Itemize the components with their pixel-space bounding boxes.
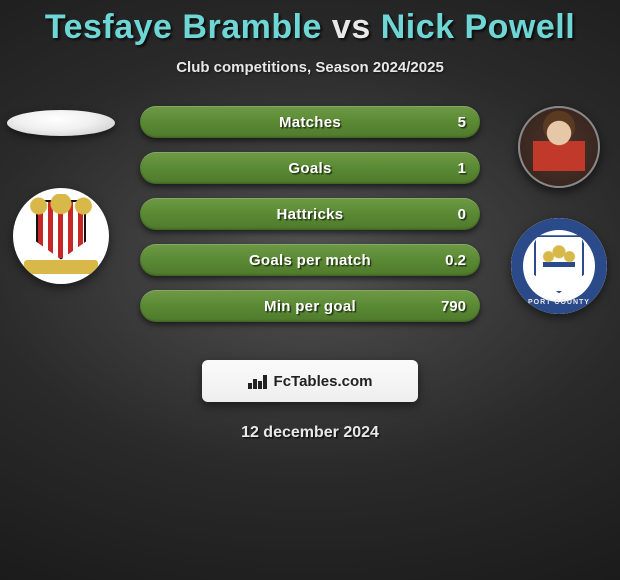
stat-label: Min per goal [140,290,480,322]
title-player1: Tesfaye Bramble [45,8,322,46]
stat-bar: Goals 1 [140,152,480,184]
stat-bars: Matches 5 Goals 1 Hattricks 0 Goals per … [140,106,480,322]
title-vs: vs [332,8,371,46]
stat-label: Goals [140,152,480,184]
crest-ribbon [24,260,98,274]
stat-bar: Matches 5 [140,106,480,138]
player2-club-crest: PORT COUNTY [511,218,607,314]
left-column [6,106,116,284]
watermark-suffix: .com [337,373,372,390]
comparison-block: Matches 5 Goals 1 Hattricks 0 Goals per … [0,106,620,336]
bars-icon [248,373,268,389]
stat-bar: Goals per match 0.2 [140,244,480,276]
watermark-badge: FcTables.com [202,360,418,402]
watermark-text: FcTables.com [274,373,373,390]
date-label: 12 december 2024 [0,424,620,442]
title-player2: Nick Powell [381,8,575,46]
stat-label: Hattricks [140,198,480,230]
stat-bar: Min per goal 790 [140,290,480,322]
stat-label: Goals per match [140,244,480,276]
watermark-brand: FcTables [274,373,338,390]
stat-label: Matches [140,106,480,138]
player1-photo [7,110,115,136]
crest-ring-text: PORT COUNTY [511,299,607,306]
page-title: Tesfaye Bramble vs Nick Powell [0,0,620,47]
right-column: PORT COUNTY [504,106,614,314]
stat-right-value: 5 [458,106,466,138]
stat-right-value: 0.2 [445,244,466,276]
infographic: Tesfaye Bramble vs Nick Powell Club comp… [0,0,620,442]
stat-right-value: 1 [458,152,466,184]
stat-right-value: 790 [441,290,466,322]
player1-club-crest [13,188,109,284]
subtitle: Club competitions, Season 2024/2025 [0,59,620,76]
stat-bar: Hattricks 0 [140,198,480,230]
stat-right-value: 0 [458,198,466,230]
player2-photo [518,106,600,188]
